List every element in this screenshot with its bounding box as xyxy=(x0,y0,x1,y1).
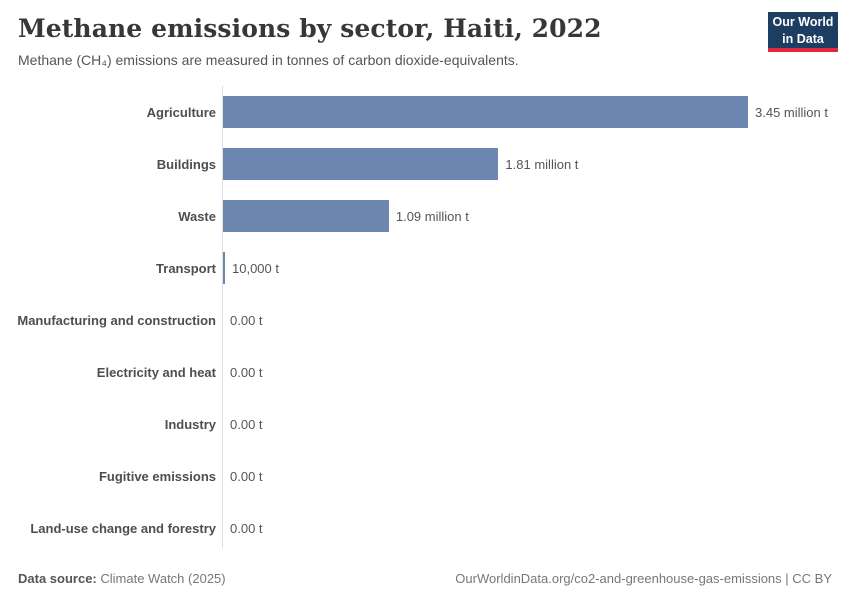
bar-row-fugitive: Fugitive emissions 0.00 t xyxy=(0,450,850,502)
bar-transport[interactable] xyxy=(223,252,225,284)
data-source: Data source: Climate Watch (2025) xyxy=(18,571,226,586)
bar-row-waste: Waste 1.09 million t xyxy=(0,190,850,242)
bar-row-industry: Industry 0.00 t xyxy=(0,398,850,450)
y-axis-line xyxy=(222,86,223,548)
value-label: 0.00 t xyxy=(230,364,263,380)
category-label: Buildings xyxy=(156,156,216,172)
owid-logo-line2: in Data xyxy=(782,32,824,46)
value-label: 0.00 t xyxy=(230,312,263,328)
owid-logo-line1: Our World xyxy=(772,15,834,29)
category-label: Fugitive emissions xyxy=(98,468,216,484)
value-label: 1.81 million t xyxy=(505,156,579,172)
category-label: Waste xyxy=(178,208,216,224)
category-label: Transport xyxy=(156,260,216,276)
bar-row-transport: Transport 10,000 t xyxy=(0,242,850,294)
category-label: Electricity and heat xyxy=(96,364,216,380)
chart-header: Methane emissions by sector, Haiti, 2022… xyxy=(0,0,850,86)
chart-subtitle: Methane (CH₄) emissions are measured in … xyxy=(18,52,519,68)
bar-row-agriculture: Agriculture 3.45 million t xyxy=(0,86,850,138)
chart-footer: Data source: Climate Watch (2025) OurWor… xyxy=(18,571,832,586)
value-label: 0.00 t xyxy=(230,416,263,432)
bar-agriculture[interactable] xyxy=(223,96,748,128)
credit-link[interactable]: OurWorldinData.org/co2-and-greenhouse-ga… xyxy=(455,571,832,586)
data-source-value[interactable]: Climate Watch (2025) xyxy=(100,571,226,586)
page-title: Methane emissions by sector, Haiti, 2022 xyxy=(18,14,602,43)
value-label: 3.45 million t xyxy=(755,104,828,120)
value-label: 10,000 t xyxy=(232,260,279,276)
bar-row-landuse: Land-use change and forestry 0.00 t xyxy=(0,502,850,554)
bar-row-buildings: Buildings 1.81 million t xyxy=(0,138,850,190)
category-label: Manufacturing and construction xyxy=(17,312,216,328)
bar-chart: Agriculture 3.45 million t Buildings 1.8… xyxy=(0,86,850,554)
value-label: 0.00 t xyxy=(230,468,263,484)
data-source-label: Data source: xyxy=(18,571,97,586)
value-label: 1.09 million t xyxy=(395,208,469,224)
category-label: Industry xyxy=(164,416,216,432)
category-label: Land-use change and forestry xyxy=(30,520,216,536)
owid-logo[interactable]: Our World in Data xyxy=(768,12,838,52)
bar-waste[interactable] xyxy=(223,200,389,232)
bar-buildings[interactable] xyxy=(223,148,499,180)
value-label: 0.00 t xyxy=(230,520,263,536)
category-label: Agriculture xyxy=(146,104,216,120)
bar-row-manufacturing: Manufacturing and construction 0.00 t xyxy=(0,294,850,346)
bar-row-electricity: Electricity and heat 0.00 t xyxy=(0,346,850,398)
